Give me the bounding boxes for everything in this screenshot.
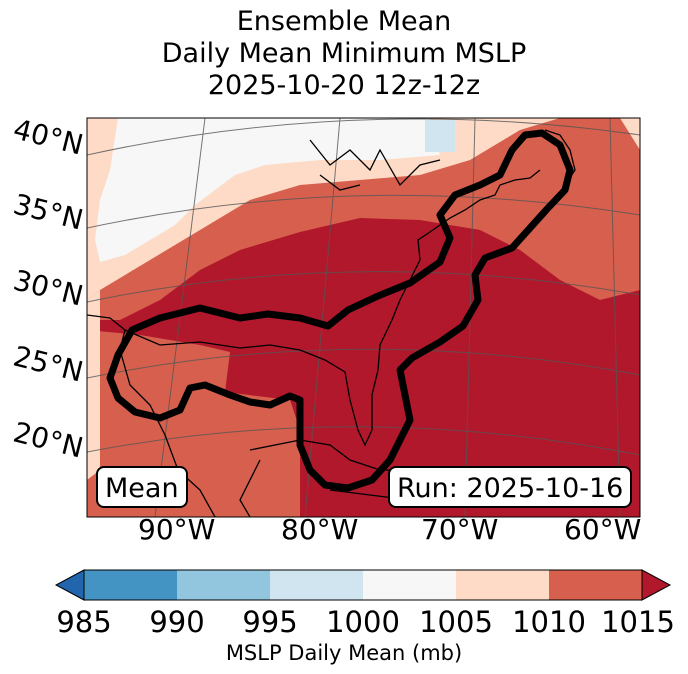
lon-label-70w: 70°W <box>421 513 499 546</box>
colorbar-tick: 1015 <box>601 605 675 639</box>
colorbar-tick: 1005 <box>419 605 493 639</box>
colorbar-over-arrow <box>641 569 672 601</box>
run-box: Run: 2025-10-16 <box>388 466 633 508</box>
colorbar-bin-1005-1010 <box>456 570 549 600</box>
lon-label-60w: 60°W <box>564 513 642 546</box>
colorbar-bin-1010-1015 <box>549 570 642 600</box>
colorbar-bin-995-1000 <box>270 570 363 600</box>
colorbar-tick: 1000 <box>326 605 400 639</box>
title-line-3: 2025-10-20 12z-12z <box>207 70 481 101</box>
title-line-2: Daily Mean Minimum MSLP <box>161 38 527 69</box>
colorbar-bin-990-995 <box>177 570 270 600</box>
colorbar-tick: 1010 <box>512 605 586 639</box>
colorbar-tick: 985 <box>56 605 112 639</box>
title-line-1: Ensemble Mean <box>236 6 452 37</box>
colorbar-bin-1000-1005 <box>363 570 456 600</box>
mean-box: Mean <box>96 466 188 508</box>
graticule <box>87 118 640 517</box>
field-995-1000 <box>425 120 455 152</box>
low-pressure-contour <box>106 129 574 492</box>
map-frame <box>86 117 641 518</box>
lon-label-80w: 80°W <box>281 513 359 546</box>
colorbar-tick: 990 <box>149 605 205 639</box>
colorbar-label: MSLP Daily Mean (mb) <box>225 641 463 665</box>
colorbar-tick: 995 <box>242 605 298 639</box>
colorbar-bin-985-990 <box>84 570 177 600</box>
lon-label-90w: 90°W <box>138 513 216 546</box>
colorbar-under-arrow <box>54 569 85 601</box>
field-1005-1010-west <box>87 290 100 480</box>
